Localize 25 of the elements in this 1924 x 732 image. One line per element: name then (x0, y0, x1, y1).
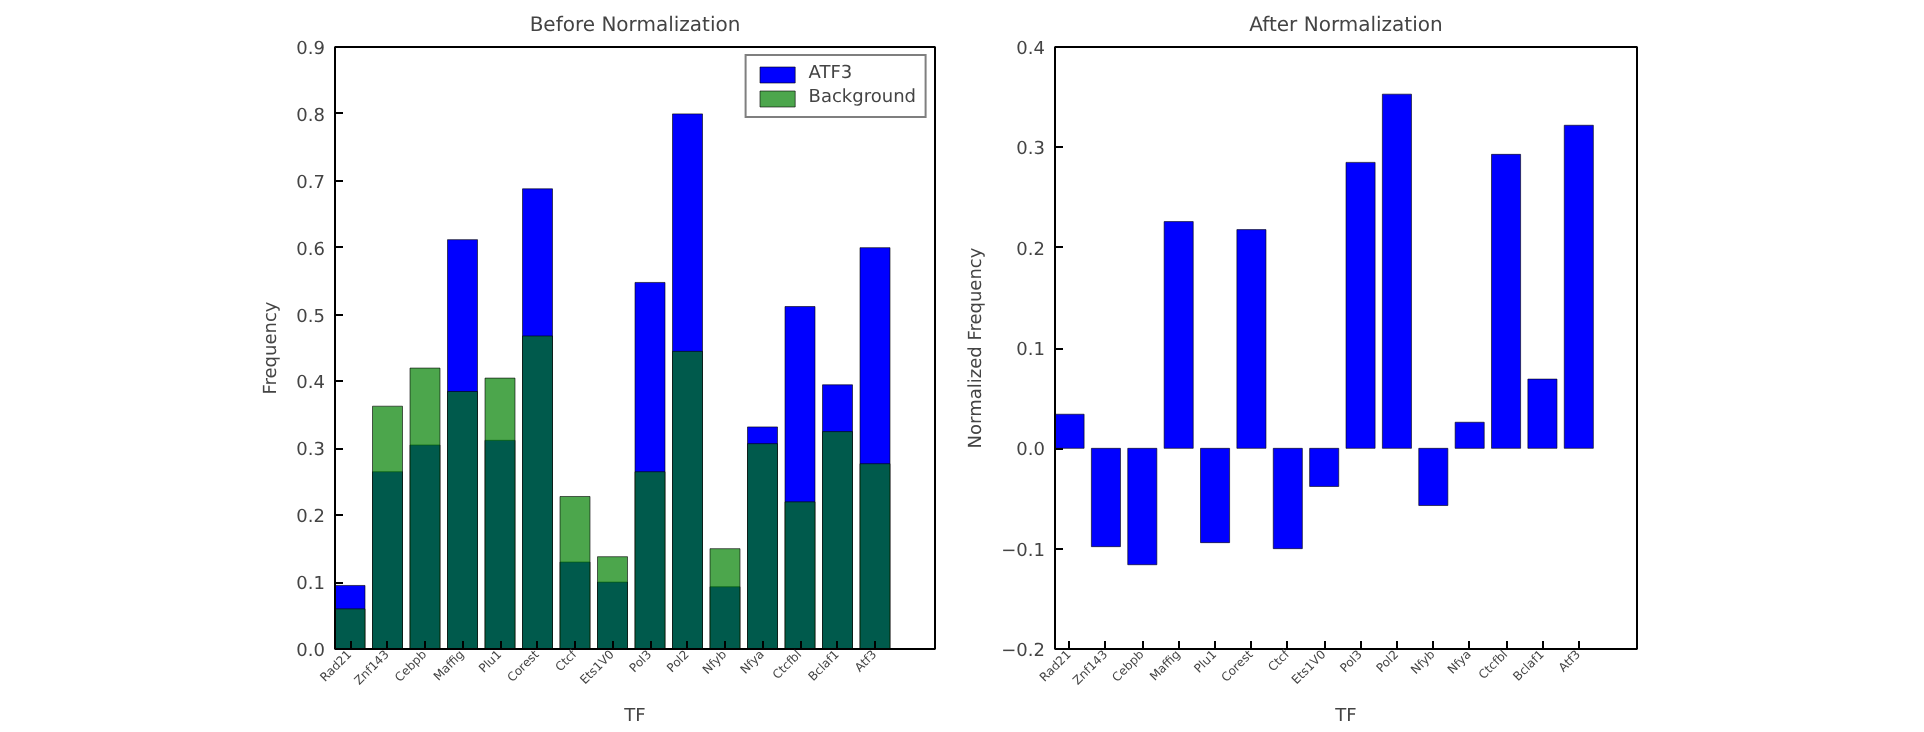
legend-label: ATF3 (808, 64, 853, 84)
y-tick-label: 0.0 (296, 642, 326, 662)
chart-title: Before Normalization (529, 15, 741, 37)
y-tick-label: 0.3 (296, 441, 326, 462)
y-tick-label: 0.9 (296, 40, 326, 60)
y-tick-label: 0.5 (296, 307, 326, 328)
y-tick-label: 0.4 (1016, 40, 1046, 60)
y-tick-label: 0.0 (1016, 441, 1046, 462)
x-axis-title: TF (1333, 707, 1357, 728)
y-tick-label: −0.2 (1001, 642, 1046, 662)
y-tick-label: 0.1 (296, 575, 326, 596)
y-axis-title: Frequency (262, 300, 283, 395)
y-tick-label: 0.4 (296, 374, 326, 395)
y-tick-label: 0.6 (296, 240, 326, 261)
y-tick-label: 0.8 (296, 106, 326, 127)
y-tick-label: 0.2 (296, 508, 326, 529)
y-axis-title: Normalized Frequency (967, 246, 988, 449)
chart-title: After Normalization (1249, 15, 1443, 37)
y-tick-label: 0.7 (296, 173, 326, 194)
y-tick-label: 0.2 (1016, 240, 1046, 261)
y-tick-label: 0.3 (1016, 140, 1046, 161)
legend-label: Background (808, 88, 916, 108)
x-axis-title: TF (622, 707, 646, 728)
y-tick-label: 0.1 (1016, 341, 1046, 361)
y-tick-label: −0.1 (1001, 541, 1046, 562)
